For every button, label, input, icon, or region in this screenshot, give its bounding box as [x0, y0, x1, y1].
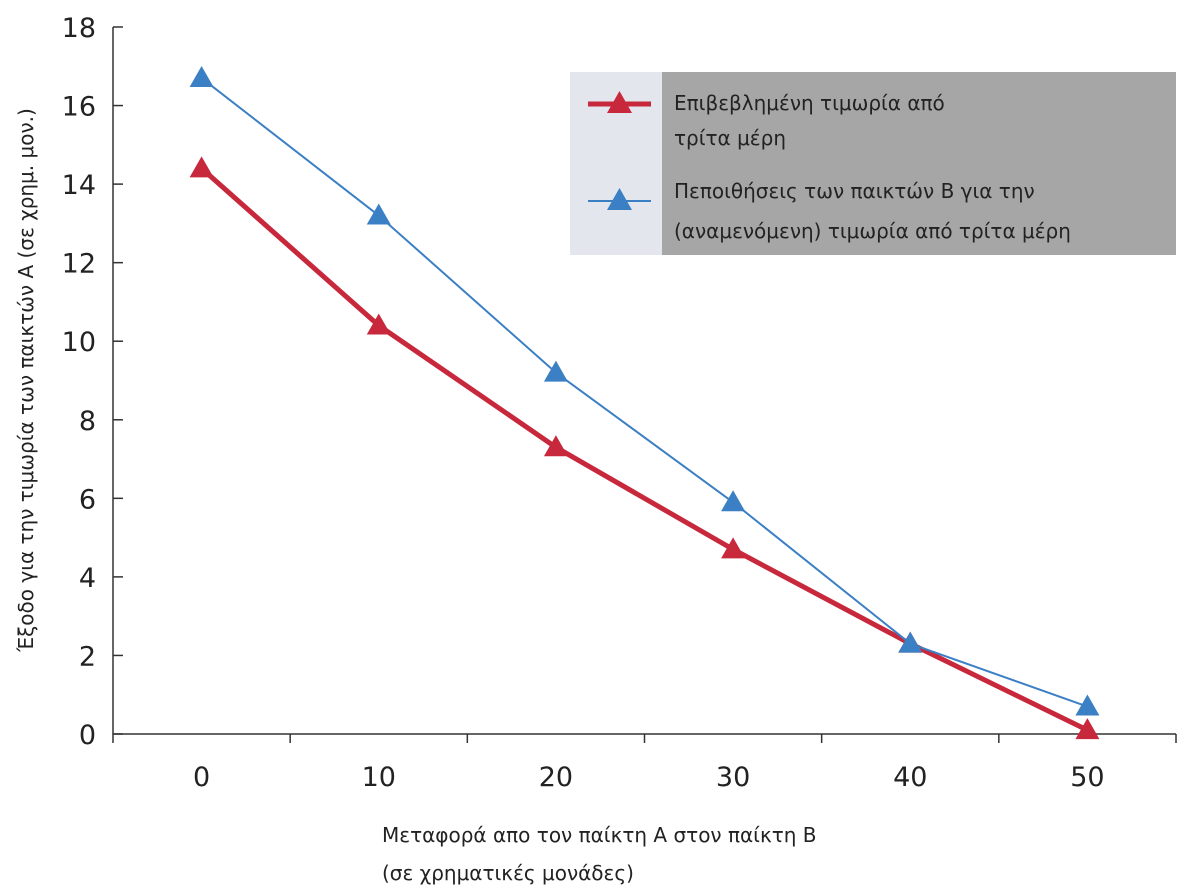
series-2-point [1075, 694, 1100, 716]
series-1-point [1075, 718, 1100, 740]
series-2-point [721, 490, 746, 512]
y-tick-label: 0 [79, 720, 96, 751]
x-tick-label: 10 [362, 762, 396, 793]
legend: Επιβεβλημένη τιμωρία από τρίτα μέρη Πεπο… [570, 72, 1176, 255]
y-tick-label: 8 [79, 406, 96, 437]
y-tick-label: 4 [79, 563, 96, 594]
legend-label-series-1-line-2: τρίτα μέρη [674, 126, 786, 150]
legend-text-area [662, 72, 1176, 255]
y-tick-label: 18 [62, 13, 96, 44]
legend-marker-series-1 [607, 91, 632, 113]
x-tick-label: 50 [1070, 762, 1104, 793]
x-tick-label: 20 [539, 762, 573, 793]
y-tick-label: 2 [79, 641, 96, 672]
x-tick-label: 40 [893, 762, 927, 793]
series-2-point [366, 203, 391, 225]
series-2-point [898, 631, 923, 653]
y-tick-label: 14 [62, 170, 96, 201]
series-2-line [200, 77, 1088, 708]
y-tick-label: 12 [62, 249, 96, 280]
series-1-point [366, 313, 391, 335]
series-2-point [189, 66, 214, 88]
x-tick-label: 30 [716, 762, 750, 793]
legend-label-series-1-line-1: Επιβεβλημένη τιμωρία από [674, 91, 945, 115]
y-tick-label: 10 [62, 327, 96, 358]
y-axis-title: Έξοδο για την τιμωρία των παικτών Α (σε … [14, 108, 38, 653]
x-ticks: 0 10 20 30 40 50 [112, 734, 1177, 793]
series-1-point [721, 537, 746, 559]
series-2-point [543, 360, 568, 382]
x-axis-title-line-1: Μεταφορά απο τον παίκτη Α στον παίκτη Β [382, 823, 817, 847]
series-expected-punishment [189, 66, 1100, 716]
x-axis-title-line-2: (σε χρηματικές μονάδες) [382, 861, 634, 885]
legend-marker-series-2 [607, 188, 632, 210]
series-1-point [189, 156, 214, 178]
legend-label-series-2-line-2: (αναμενόμενη) τιμωρία από τρίτα μέρη [674, 219, 1071, 243]
y-tick-label: 16 [62, 92, 96, 123]
series-1-line [199, 166, 1089, 733]
x-tick-label: 0 [193, 762, 210, 793]
y-ticks: 0 2 4 6 8 10 12 14 16 18 [62, 13, 123, 751]
y-tick-label: 6 [79, 484, 96, 515]
legend-label-series-2-line-1: Πεποιθήσεις των παικτών Β για την [674, 179, 1035, 203]
series-1-point [543, 435, 568, 457]
